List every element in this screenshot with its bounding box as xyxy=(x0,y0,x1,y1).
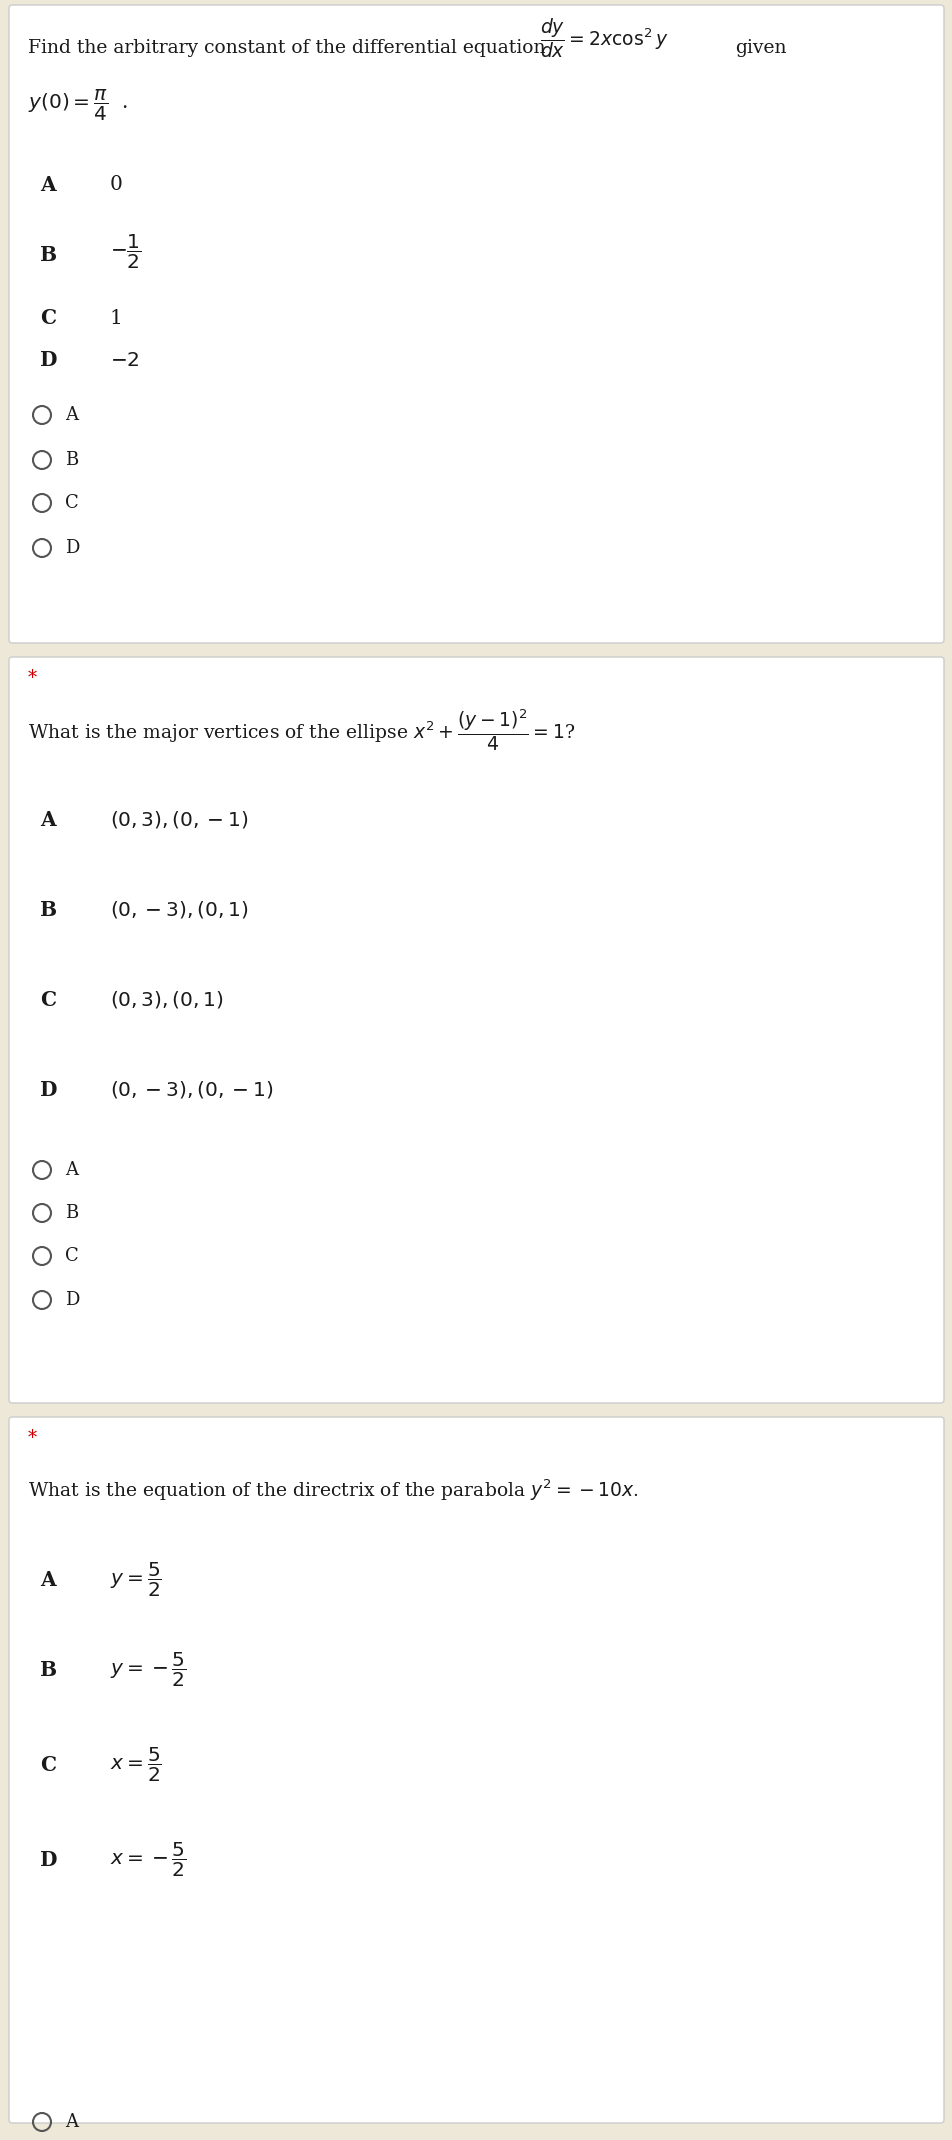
Text: B: B xyxy=(40,901,57,920)
Text: B: B xyxy=(65,452,78,469)
FancyBboxPatch shape xyxy=(9,1417,943,2123)
Text: C: C xyxy=(65,494,79,511)
Text: 0: 0 xyxy=(109,175,123,195)
Text: D: D xyxy=(40,1081,57,1100)
Text: A: A xyxy=(65,1162,78,1179)
Text: D: D xyxy=(65,539,79,556)
Text: A: A xyxy=(65,407,78,424)
FancyBboxPatch shape xyxy=(9,657,943,1404)
Text: A: A xyxy=(40,175,55,195)
Text: D: D xyxy=(40,1849,57,1870)
Text: *: * xyxy=(28,1430,37,1447)
Text: $y = -\dfrac{5}{2}$: $y = -\dfrac{5}{2}$ xyxy=(109,1650,187,1688)
Text: A: A xyxy=(40,1571,55,1590)
Text: $y(0) = \dfrac{\pi}{4}$  .: $y(0) = \dfrac{\pi}{4}$ . xyxy=(28,88,129,122)
Text: $-2$: $-2$ xyxy=(109,351,140,370)
Text: Find the arbitrary constant of the differential equation: Find the arbitrary constant of the diffe… xyxy=(28,39,545,58)
Text: A: A xyxy=(40,811,55,830)
Text: 1: 1 xyxy=(109,308,123,327)
Text: given: given xyxy=(734,39,785,58)
Text: D: D xyxy=(65,1290,79,1310)
Text: $(0,3),(0,1)$: $(0,3),(0,1)$ xyxy=(109,989,224,1010)
Text: B: B xyxy=(40,1661,57,1680)
Text: $x = -\dfrac{5}{2}$: $x = -\dfrac{5}{2}$ xyxy=(109,1840,187,1879)
Text: $(0,-3),(0,-1)$: $(0,-3),(0,-1)$ xyxy=(109,1079,273,1100)
Text: $x = \dfrac{5}{2}$: $x = \dfrac{5}{2}$ xyxy=(109,1746,162,1785)
FancyBboxPatch shape xyxy=(9,4,943,642)
Text: D: D xyxy=(40,351,57,370)
Text: $-\dfrac{1}{2}$: $-\dfrac{1}{2}$ xyxy=(109,233,142,272)
Text: C: C xyxy=(65,1248,79,1265)
Text: C: C xyxy=(40,1755,56,1774)
Text: B: B xyxy=(40,244,57,265)
Text: $\dfrac{dy}{dx} = 2x\cos^2 y$: $\dfrac{dy}{dx} = 2x\cos^2 y$ xyxy=(540,17,667,60)
Text: $y = \dfrac{5}{2}$: $y = \dfrac{5}{2}$ xyxy=(109,1560,162,1599)
Text: What is the equation of the directrix of the parabola $y^2 = -10x$.: What is the equation of the directrix of… xyxy=(28,1477,638,1502)
Text: C: C xyxy=(40,991,56,1010)
Text: $(0,-3),(0,1)$: $(0,-3),(0,1)$ xyxy=(109,899,248,920)
Text: C: C xyxy=(40,308,56,327)
Text: What is the major vertices of the ellipse $x^2 + \dfrac{(y-1)^2}{4} = 1$?: What is the major vertices of the ellips… xyxy=(28,708,575,753)
Text: B: B xyxy=(65,1205,78,1222)
Text: *: * xyxy=(28,670,37,687)
Text: A: A xyxy=(65,2112,78,2131)
Text: $(0,3),(0,-1)$: $(0,3),(0,-1)$ xyxy=(109,809,248,830)
